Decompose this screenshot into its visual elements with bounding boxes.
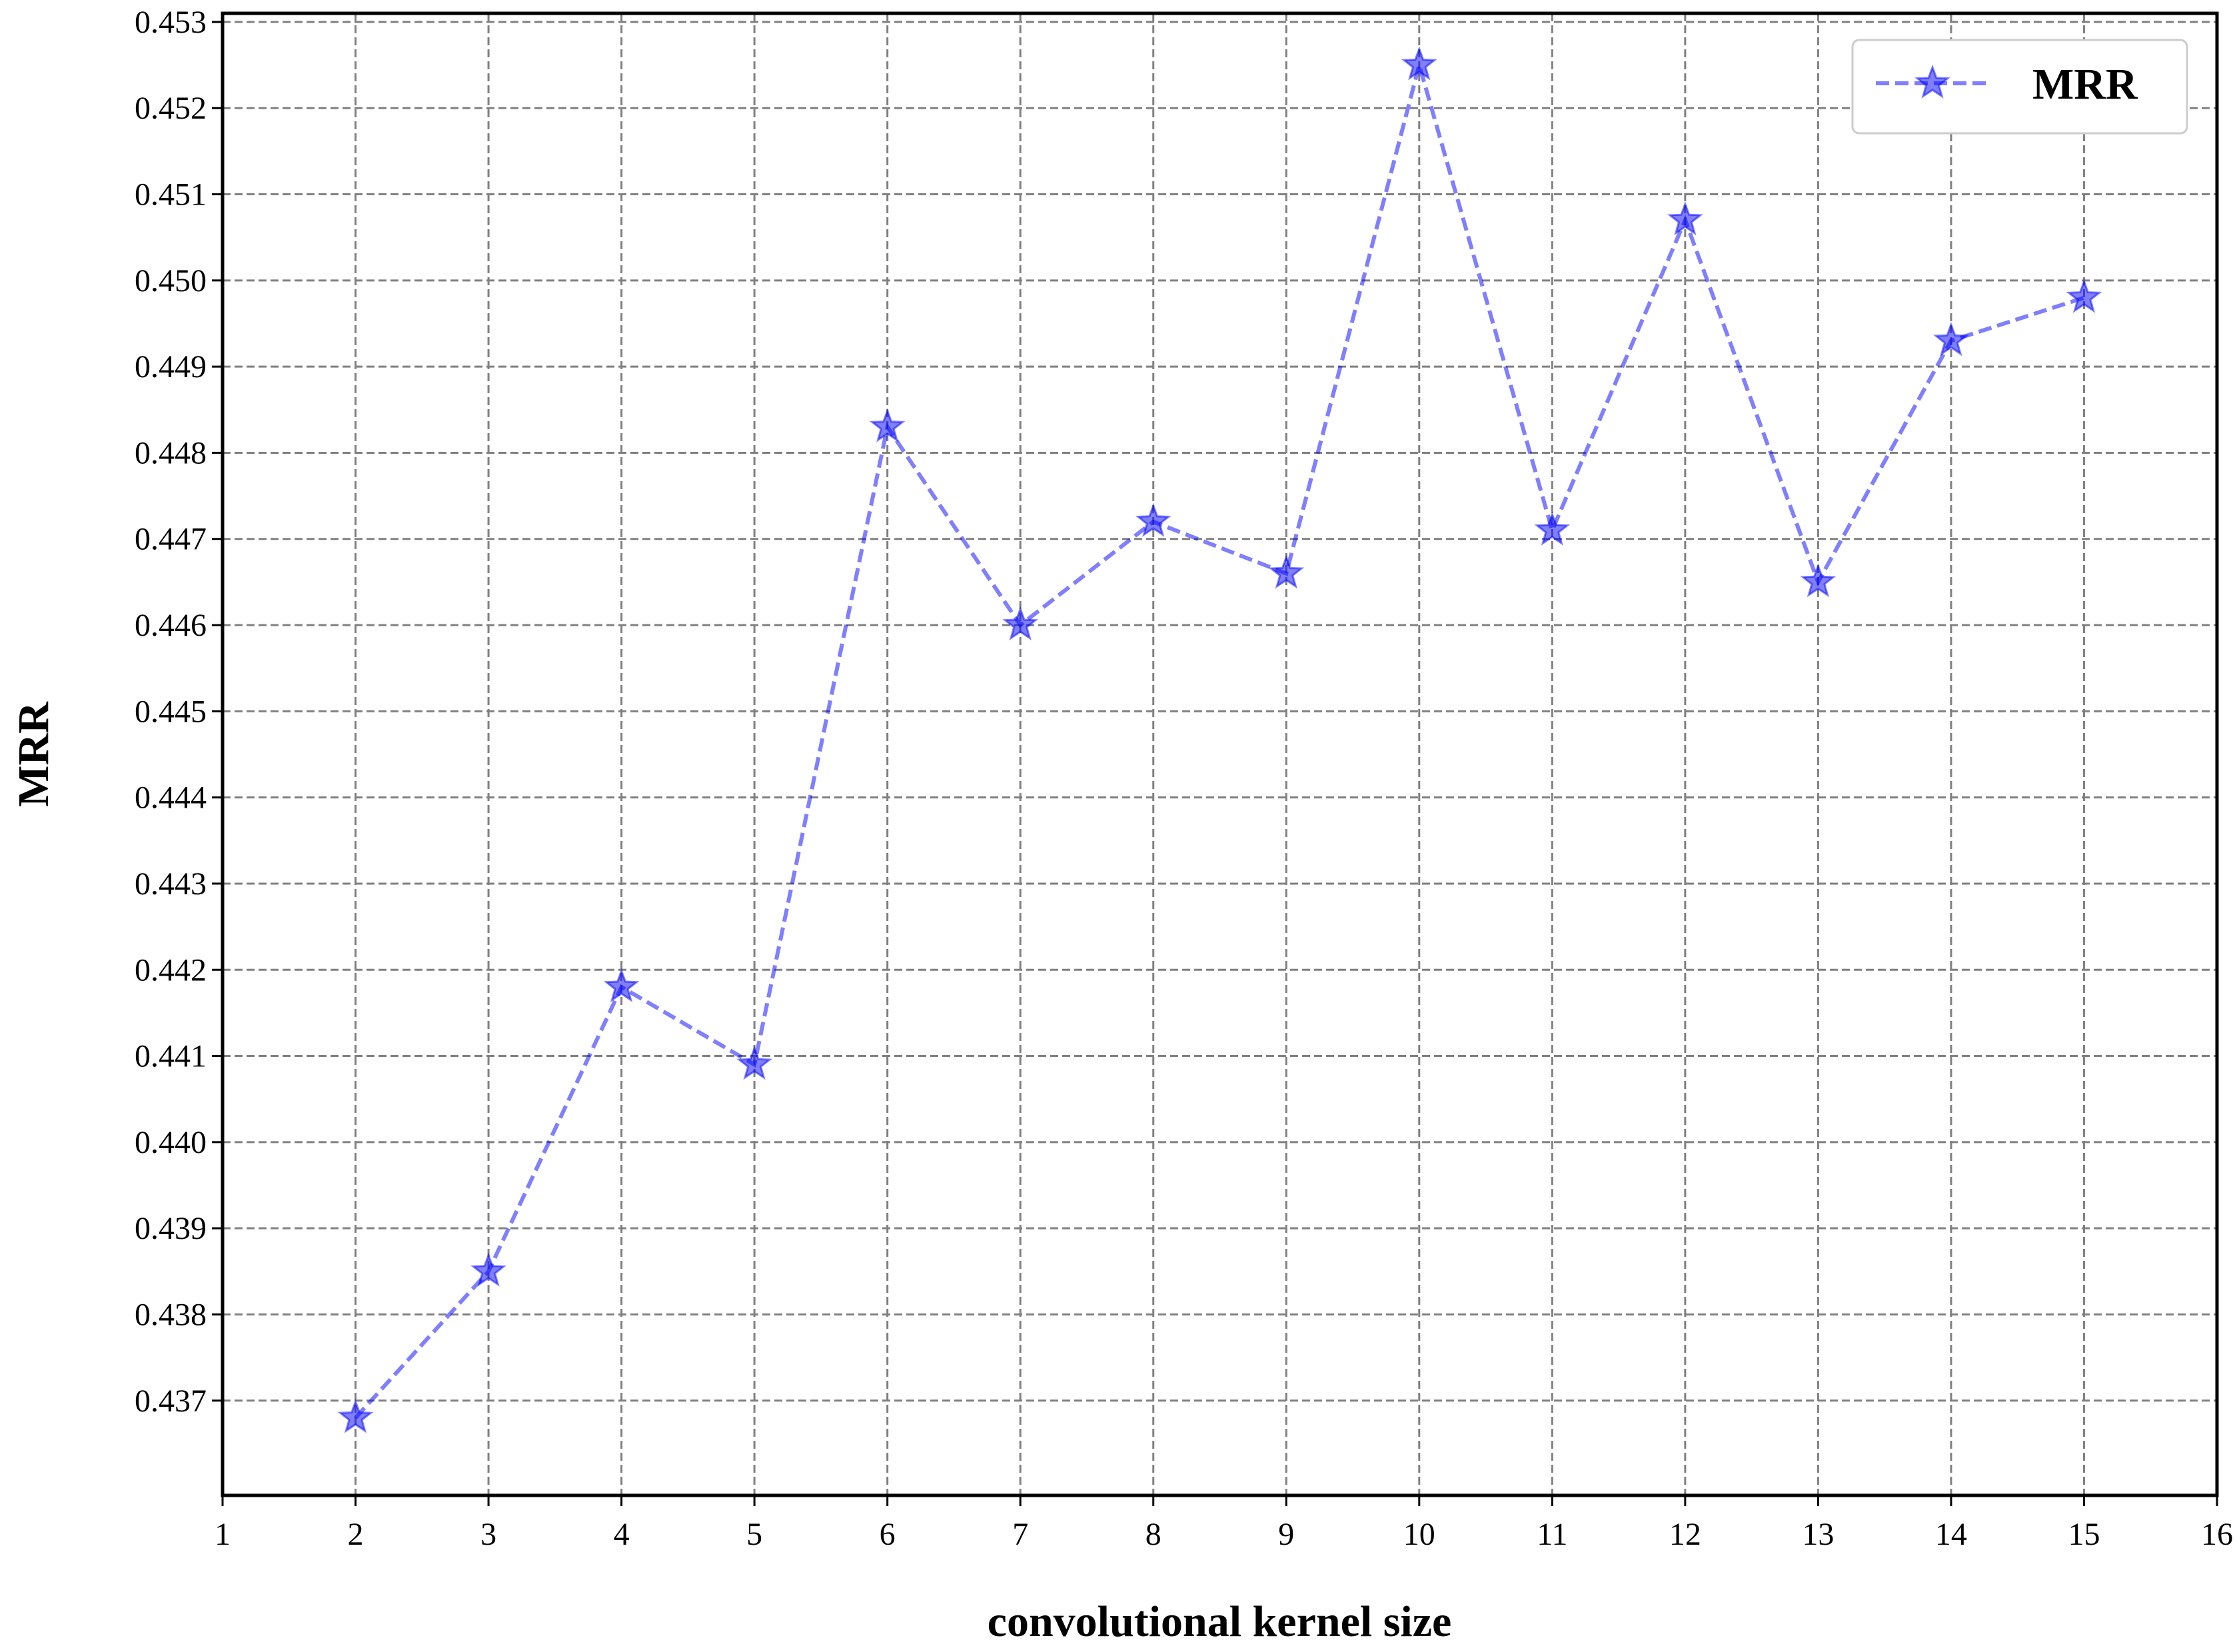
x-tick-label: 16 xyxy=(2201,1517,2233,1552)
x-tick-label: 2 xyxy=(348,1517,364,1552)
data-point-star xyxy=(1135,502,1171,537)
data-point-star xyxy=(1932,321,1969,357)
x-tick-label: 8 xyxy=(1145,1517,1161,1552)
y-tick-label: 0.438 xyxy=(135,1297,207,1332)
x-axis-ticks: 1 2 3 4 5 6 7 8 9 10 11 12 13 14 15 16 xyxy=(215,1495,2233,1552)
y-tick-label: 0.453 xyxy=(135,5,207,40)
y-tick-label: 0.439 xyxy=(135,1211,207,1246)
data-point-star xyxy=(736,1046,773,1080)
legend: MRR xyxy=(1851,39,2188,135)
legend-star-marker xyxy=(1914,64,1950,99)
series-line-mrr xyxy=(354,57,2085,1419)
data-point-star xyxy=(337,1399,374,1433)
y-tick-label: 0.441 xyxy=(135,1039,207,1074)
data-point-star xyxy=(1800,563,1837,598)
x-tick-label: 12 xyxy=(1669,1517,1701,1552)
x-tick-label: 6 xyxy=(880,1517,896,1552)
x-tick-label: 4 xyxy=(614,1517,630,1552)
y-tick-label: 0.447 xyxy=(135,522,207,557)
legend-label: MRR xyxy=(2032,60,2138,109)
data-point-star xyxy=(603,968,640,1003)
data-point-star xyxy=(470,1252,507,1287)
y-tick-label: 0.445 xyxy=(135,694,207,729)
x-tick-label: 11 xyxy=(1537,1517,1567,1552)
y-tick-label: 0.444 xyxy=(135,780,207,816)
y-tick-label: 0.451 xyxy=(135,177,207,213)
y-tick-label: 0.446 xyxy=(135,608,207,643)
legend-box xyxy=(1851,39,2188,135)
y-tick-label: 0.437 xyxy=(135,1383,207,1419)
y-tick-label: 0.452 xyxy=(135,91,207,126)
x-tick-label: 5 xyxy=(746,1517,762,1552)
y-axis-ticks: 0.437 0.438 0.439 0.440 0.441 0.442 0.443 0.444… xyxy=(135,5,223,1419)
grid xyxy=(221,13,2218,1495)
data-point-star xyxy=(869,408,906,442)
data-point-star xyxy=(1534,511,1571,546)
y-tick-label: 0.448 xyxy=(135,435,207,470)
x-tick-label: 14 xyxy=(1935,1517,1967,1552)
x-tick-label: 3 xyxy=(480,1517,496,1552)
x-tick-label: 15 xyxy=(2068,1517,2100,1552)
data-point-star xyxy=(1268,554,1305,589)
y-tick-label: 0.450 xyxy=(135,263,207,299)
plot-frame xyxy=(221,11,2219,1497)
x-axis-title: convolutional kernel size xyxy=(988,1597,1452,1646)
x-tick-label: 1 xyxy=(215,1517,231,1552)
data-point-star xyxy=(1002,606,1039,641)
data-point-star xyxy=(1667,201,1703,236)
x-tick-label: 9 xyxy=(1278,1517,1294,1552)
y-axis-title: MRR xyxy=(9,701,58,807)
y-tick-label: 0.443 xyxy=(135,866,207,902)
data-point-star xyxy=(1401,46,1437,81)
x-tick-label: 13 xyxy=(1802,1517,1834,1552)
x-tick-label: 7 xyxy=(1012,1517,1028,1552)
x-tick-label: 10 xyxy=(1403,1517,1435,1552)
series-layer xyxy=(337,46,2102,1433)
y-tick-label: 0.442 xyxy=(135,952,207,988)
y-tick-label: 0.440 xyxy=(135,1125,207,1160)
y-tick-label: 0.449 xyxy=(135,349,207,385)
data-point-star xyxy=(2066,279,2102,313)
